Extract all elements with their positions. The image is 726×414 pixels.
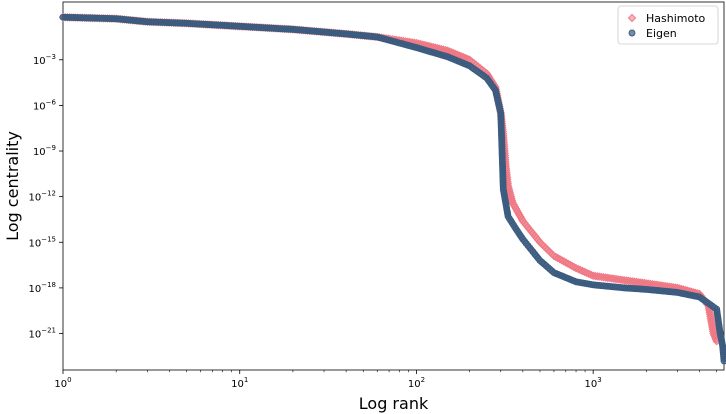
series-hashimoto — [58, 12, 721, 346]
series-layer — [58, 12, 726, 365]
y-tick-label: 10−9 — [33, 144, 56, 158]
x-tick-label: 102 — [408, 376, 425, 390]
y-tick-label: 10−21 — [28, 327, 56, 341]
y-tick-label: 10−3 — [33, 53, 56, 67]
legend-marker-eigen — [628, 29, 636, 37]
eigen-point — [720, 357, 726, 365]
y-tick-label: 10−18 — [28, 281, 56, 295]
legend-marker-hashimoto — [627, 13, 637, 23]
series-eigen — [59, 13, 726, 365]
legend-box — [617, 5, 719, 45]
plot-area — [58, 1, 726, 371]
y-axis-ticks: 10−3 10−6 10−9 10−12 10−15 10−18 10−21 — [28, 53, 63, 341]
x-tick-label: 103 — [585, 376, 602, 390]
legend-label-hashimoto: Hashimoto — [646, 12, 706, 25]
y-tick-label: 10−6 — [33, 98, 57, 112]
y-axis-label: Log centrality — [3, 131, 22, 241]
x-axis-label: Log rank — [359, 394, 429, 413]
x-axis-ticks: 100 101 102 103 — [54, 370, 717, 390]
plot-frame — [62, 1, 725, 371]
legend-label-eigen: Eigen — [646, 27, 677, 40]
x-tick-label: 100 — [54, 376, 71, 390]
y-tick-label: 10−15 — [28, 235, 56, 249]
legend: Hashimoto Eigen — [617, 5, 719, 45]
y-tick-label: 10−12 — [28, 190, 56, 204]
x-tick-label: 101 — [231, 376, 248, 390]
